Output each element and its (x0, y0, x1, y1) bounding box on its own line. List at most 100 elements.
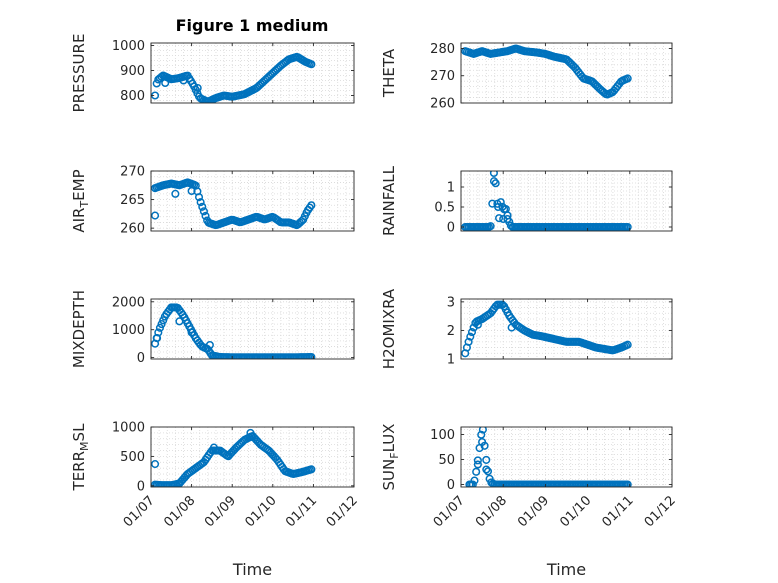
data-point (464, 337, 473, 346)
x-tick-label: 01/12 (642, 493, 679, 530)
data-point (486, 222, 495, 231)
data-point (246, 428, 255, 437)
y-tick-label: 0.5 (434, 201, 455, 216)
data-point (503, 214, 512, 224)
data-point (491, 179, 500, 188)
series (151, 178, 316, 230)
y-tick-label: 0 (447, 221, 455, 236)
data-point (209, 443, 218, 452)
data-point (495, 214, 504, 223)
y-tick-label: 260 (120, 222, 145, 237)
data-point (623, 480, 632, 487)
data-point (194, 193, 204, 202)
y-tick-label: 1000 (112, 39, 145, 54)
data-point (473, 460, 482, 469)
y-axis-label: PRESSURE (70, 34, 88, 113)
data-point (478, 427, 487, 434)
data-point (154, 328, 163, 337)
axes-box (460, 426, 673, 488)
y-tick-label: 265 (120, 193, 145, 208)
data-point (489, 171, 498, 178)
plot-area (461, 427, 672, 487)
series (461, 300, 632, 358)
data-point (196, 198, 205, 207)
x-tick-label: 01/10 (243, 493, 280, 530)
figure-title: Figure 1 medium (176, 16, 329, 35)
data-point (488, 199, 497, 208)
y-tick-label: 270 (430, 69, 455, 84)
y-tick-label: 800 (120, 89, 145, 104)
y-axis-label: H2OMIXRA (380, 288, 398, 369)
y-tick-label: 3 (447, 295, 455, 310)
y-tick-label: 280 (430, 42, 455, 57)
data-point (468, 480, 477, 487)
axes-box (150, 426, 355, 488)
data-point (171, 189, 180, 198)
data-point (466, 332, 475, 341)
data-point (199, 207, 208, 216)
data-point (151, 460, 160, 469)
data-point (153, 334, 162, 343)
series (151, 428, 316, 487)
x-tick-label: 01/11 (283, 493, 320, 530)
axes-box (460, 298, 673, 360)
y-axis-label: MIXDEPTH (70, 290, 88, 368)
data-point (155, 323, 164, 332)
axes-box (460, 42, 673, 104)
series (151, 303, 316, 359)
data-point (307, 201, 316, 210)
x-tick-label: 01/08 (473, 493, 510, 530)
data-point (161, 78, 170, 88)
data-point (187, 328, 196, 337)
subplot-4: 0 0.5 1 RAINFALL (380, 165, 673, 236)
data-point (193, 83, 202, 93)
data-point (623, 340, 632, 349)
x-tick-label: 01/08 (161, 493, 198, 530)
y-axis-label: RAINFALL (380, 165, 398, 236)
data-point (623, 222, 632, 231)
y-tick-label: 50 (438, 453, 455, 468)
data-point (201, 211, 210, 220)
data-point (489, 177, 499, 186)
data-point (187, 186, 196, 196)
y-tick-label: 2 (447, 324, 455, 339)
data-point (307, 60, 316, 69)
y-tick-label: 1 (447, 353, 455, 368)
y-tick-label: 0 (137, 479, 145, 494)
plot-area (151, 299, 354, 359)
subplot-1: 800 900 1000 PRESSURE (70, 34, 355, 113)
y-tick-label: 2000 (112, 295, 145, 310)
subplot-8: 0 50 100 01/07 01/08 01/09 01/10 01/11 01/12 SUNF… (380, 424, 679, 579)
x-axis-label: Time (232, 560, 272, 579)
y-tick-label: 1000 (112, 323, 145, 338)
data-point (307, 352, 316, 359)
y-tick-label: 500 (120, 450, 145, 465)
y-axis-label: THETA (380, 48, 398, 98)
y-tick-label: 100 (430, 428, 455, 443)
x-axis-label: Time (546, 560, 586, 579)
axes-box (150, 170, 355, 232)
y-tick-label: 260 (430, 97, 455, 112)
y-axis-label: AIRTEMP (70, 169, 91, 232)
series (151, 52, 316, 103)
data-point (494, 202, 503, 212)
subplot-6: 1 2 3 H2OMIXRA (380, 288, 673, 369)
data-point (175, 317, 184, 326)
data-point (307, 465, 316, 474)
axes-box (150, 42, 355, 104)
x-tick-label: 01/07 (431, 493, 468, 530)
y-tick-label: 1 (447, 181, 455, 196)
data-point (473, 456, 482, 465)
data-point (467, 328, 477, 337)
y-tick-label: 0 (447, 478, 455, 493)
data-point (472, 467, 481, 476)
subplot-2: 260 270 280 THETA (380, 42, 673, 112)
data-point (478, 437, 487, 447)
x-tick-label: 01/09 (515, 493, 552, 530)
axes-box (460, 170, 673, 232)
y-axis-label: TERRMSL (70, 423, 91, 492)
y-tick-label: 270 (120, 165, 145, 180)
series (465, 427, 632, 487)
